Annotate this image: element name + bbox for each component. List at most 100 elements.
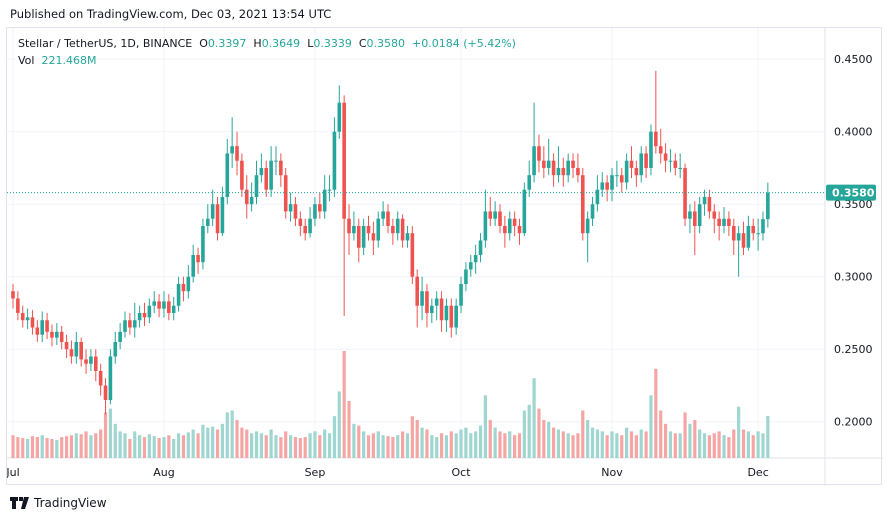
candle-body	[327, 189, 332, 191]
volume-bar	[313, 431, 317, 458]
candle-body	[147, 305, 152, 318]
candle-body	[756, 233, 760, 235]
brand-name: TradingView	[34, 496, 107, 510]
volume-bar	[366, 435, 371, 458]
volume-bar	[610, 431, 614, 458]
volume-bar	[430, 435, 434, 458]
volume-bar	[215, 429, 220, 458]
candle-body	[210, 204, 215, 219]
candle-body	[74, 341, 79, 357]
volume-bar	[303, 437, 307, 458]
candle-body	[766, 192, 770, 220]
volume-bar	[352, 423, 356, 458]
candle-body	[298, 218, 303, 226]
candle-body	[585, 218, 590, 234]
volume-bar	[186, 432, 190, 458]
high-label: H	[253, 37, 262, 50]
tradingview-logo-icon	[10, 497, 29, 509]
volume-bar	[103, 412, 108, 458]
open-label: O	[199, 37, 208, 50]
candle-body	[473, 254, 478, 263]
candle-body	[746, 225, 751, 248]
candle-body	[619, 175, 624, 183]
candle-body	[464, 269, 468, 284]
volume-bar	[55, 439, 59, 458]
candle-body	[274, 160, 278, 162]
volume-bar	[746, 431, 750, 458]
volume-bar	[181, 435, 186, 458]
candle-body	[142, 312, 147, 318]
candlestick-chart[interactable]: 0.4500 0.4000 0.3500 0.3000 0.2500 0.2000 Jul A…	[7, 28, 883, 486]
volume-bar	[605, 435, 609, 458]
candle-body	[352, 225, 356, 234]
candle-body	[507, 218, 512, 234]
candle-body	[722, 218, 726, 226]
volume-bar	[449, 431, 453, 458]
change-value: +0.0184 (+5.42%)	[412, 37, 516, 50]
volume-bar	[556, 429, 561, 458]
volume-bar	[615, 433, 619, 458]
volume-bar	[235, 420, 239, 458]
last-price-badge	[826, 184, 876, 201]
volume-bar	[176, 433, 181, 458]
candle-body	[566, 160, 570, 176]
volume-label: Vol	[18, 54, 35, 67]
chart-frame[interactable]: 0.4500 0.4000 0.3500 0.3000 0.2500 0.2000 Jul A…	[6, 27, 883, 486]
volume-bar	[79, 434, 83, 458]
tradingview-brand[interactable]: TradingView	[10, 496, 107, 510]
published-caption: Published on TradingView.com, Dec 03, 20…	[10, 7, 332, 21]
volume-bar	[152, 436, 156, 458]
candle-body	[103, 385, 108, 400]
volume-bar	[50, 439, 54, 458]
candle-body	[332, 131, 337, 190]
price-tick-label: 0.3500	[834, 198, 873, 211]
candle-body	[118, 331, 122, 342]
candle-body	[391, 225, 395, 234]
candle-body	[303, 225, 307, 234]
volume-bar	[245, 429, 249, 458]
candle-body	[25, 317, 30, 321]
candle-body	[191, 254, 195, 277]
volume-bar	[284, 431, 288, 458]
volume-bar	[298, 438, 302, 458]
volume-bar	[634, 435, 638, 458]
candle-body	[707, 196, 712, 212]
candle-body	[551, 160, 556, 176]
candle-body	[93, 356, 98, 371]
volume-bar	[269, 429, 273, 458]
candle-body	[658, 146, 663, 154]
candle-body	[605, 182, 609, 190]
volume-bar	[386, 436, 390, 458]
volume-bar	[362, 431, 366, 458]
candle-body	[644, 153, 648, 168]
volume-bar	[225, 412, 229, 458]
candle-body	[176, 283, 181, 306]
candle-body	[308, 218, 312, 234]
candle-body	[493, 211, 497, 219]
volume-bar	[293, 437, 298, 458]
candle-body	[731, 225, 736, 241]
candle-body	[235, 146, 239, 161]
candle-body	[649, 131, 653, 168]
candle-body	[249, 196, 254, 205]
candle-body	[478, 240, 483, 255]
candle-body	[702, 196, 707, 205]
volume-bar	[688, 423, 692, 458]
candle-body	[405, 233, 410, 241]
candle-body	[736, 233, 741, 241]
candle-body	[167, 301, 171, 313]
volume-bar	[488, 420, 492, 458]
candle-body	[542, 160, 546, 168]
candle-body	[434, 298, 439, 306]
candle-body	[79, 341, 83, 360]
candle-body	[595, 189, 600, 205]
candle-body	[215, 204, 220, 234]
volume-bar	[147, 434, 151, 458]
volume-bar	[717, 431, 721, 458]
time-tick-label: Aug	[153, 466, 174, 479]
time-tick-label: Sep	[305, 466, 326, 479]
candle-body	[201, 225, 205, 263]
symbol-label[interactable]: Stellar / TetherUS, 1D, BINANCE	[18, 37, 193, 50]
volume-bar	[30, 436, 35, 458]
volume-bar	[230, 410, 234, 458]
